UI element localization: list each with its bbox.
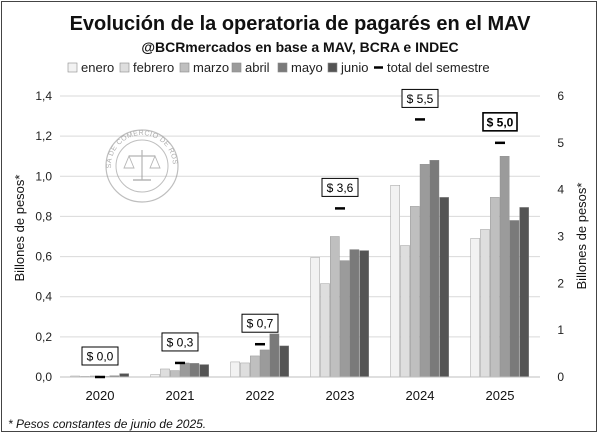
total-label: $ 0,3 (167, 335, 194, 349)
legend-label: febrero (133, 60, 174, 75)
bar-enero-2023 (310, 257, 321, 378)
total-label-box (161, 332, 199, 352)
right-tick-label: 4 (557, 183, 564, 197)
left-axis-title: Billones de pesos* (12, 175, 27, 282)
bar-mayo-2024 (429, 160, 440, 378)
bar-marzo-2023 (330, 236, 340, 378)
left-tick-label: 1,0 (35, 169, 52, 183)
bar-febrero-2024 (400, 245, 410, 378)
bar-abril-2021 (179, 362, 190, 378)
bar-junio-2022 (279, 345, 290, 378)
left-tick-label: 0,2 (35, 330, 52, 344)
legend-swatch-febrero (119, 62, 130, 73)
bar-junio-2023 (359, 250, 370, 378)
x-tick-label: 2021 (166, 388, 195, 403)
total-label-box (401, 88, 439, 108)
left-tick-label: 1,2 (35, 129, 52, 143)
left-tick-label: 0,4 (35, 290, 52, 304)
bar-junio-2024 (439, 197, 450, 378)
bar-enero-2025 (470, 238, 481, 378)
seal-inner-ring (115, 139, 169, 193)
chart-subtitle: @BCRmercados en base a MAV, BCRA e INDEC (141, 39, 458, 55)
axes: 0,0 0,2 0,4 0,6 0,8 1,0 1,2 1,4 0 1 2 3 4 5 6 2020 2021 2… (35, 89, 564, 403)
total-label: $ 0,0 (87, 350, 114, 364)
bar-junio-2020 (119, 373, 129, 378)
total-label-box (241, 313, 279, 333)
x-tick-label: 2020 (86, 388, 115, 403)
seal-emblem-pan-right (149, 154, 161, 169)
bars (70, 156, 529, 378)
x-tick-label: 2023 (326, 388, 355, 403)
left-tick-label: 1,4 (35, 89, 52, 103)
bar-abril-2025 (499, 156, 510, 378)
total-markers: $ 0,0 $ 0,3 $ 0,7 $ 3,6 $ 5,5 $ 5,0 (81, 88, 518, 379)
right-tick-label: 6 (557, 89, 564, 103)
legend-swatch-marzo (179, 62, 190, 73)
legend-label: junio (340, 60, 368, 75)
legend-label: enero (81, 60, 114, 75)
bar-febrero-2022 (240, 362, 250, 378)
bar-mayo-2025 (509, 220, 520, 378)
right-tick-label: 2 (557, 276, 564, 290)
right-axis-title: Billones de pesos* (574, 183, 589, 290)
legend-label: marzo (193, 60, 229, 75)
legend-swatch-abril (231, 62, 242, 73)
total-label: $ 0,7 (247, 317, 274, 331)
x-tick-label: 2024 (406, 388, 435, 403)
total-label: $ 5,5 (407, 92, 434, 106)
legend-swatch-junio (327, 62, 338, 73)
bar-febrero-2023 (320, 283, 330, 378)
legend-label: mayo (291, 60, 323, 75)
left-tick-label: 0,6 (35, 250, 52, 264)
bar-marzo-2025 (490, 197, 500, 378)
bar-junio-2021 (199, 364, 210, 378)
left-tick-label: 0,0 (35, 370, 52, 384)
legend-label: abril (245, 60, 270, 75)
seal-emblem-pan-left (123, 154, 135, 169)
right-tick-label: 1 (557, 323, 564, 337)
bar-marzo-2021 (169, 370, 180, 378)
bar-enero-2022 (230, 361, 241, 378)
bar-junio-2025 (519, 207, 529, 378)
left-tick-label: 0,8 (35, 209, 52, 223)
seal-outer-ring (105, 129, 179, 203)
legend: enero febrero marzo abril mayo junio total del… (67, 60, 490, 75)
bar-abril-2022 (259, 349, 270, 378)
legend-label: total del semestre (387, 60, 490, 75)
legend-swatch-mayo (277, 62, 288, 73)
bar-marzo-2024 (410, 206, 420, 378)
legend-swatch-enero (67, 62, 78, 73)
total-label-box (321, 177, 359, 197)
total-label-box (482, 112, 518, 132)
chart-title: Evolución de la operatoria de pagarés en… (70, 13, 532, 35)
bar-mayo-2022 (269, 333, 280, 378)
x-tick-label: 2025 (486, 388, 515, 403)
right-tick-label: 5 (557, 136, 564, 150)
total-label: $ 5,0 (487, 115, 514, 129)
bar-enero-2024 (390, 185, 401, 378)
right-tick-label: 0 (557, 370, 564, 384)
x-tick-label: 2022 (246, 388, 275, 403)
bar-febrero-2025 (480, 229, 490, 378)
bar-febrero-2021 (160, 368, 170, 378)
bar-mayo-2021 (189, 363, 200, 378)
total-label-box (81, 346, 119, 366)
right-tick-label: 3 (557, 230, 564, 244)
bar-mayo-2023 (349, 249, 360, 378)
total-label: $ 3,6 (327, 181, 354, 195)
bar-marzo-2022 (249, 355, 260, 378)
footnote: * Pesos constantes de junio de 2025. (8, 417, 206, 431)
bar-abril-2023 (339, 260, 350, 378)
bar-abril-2024 (419, 164, 430, 378)
